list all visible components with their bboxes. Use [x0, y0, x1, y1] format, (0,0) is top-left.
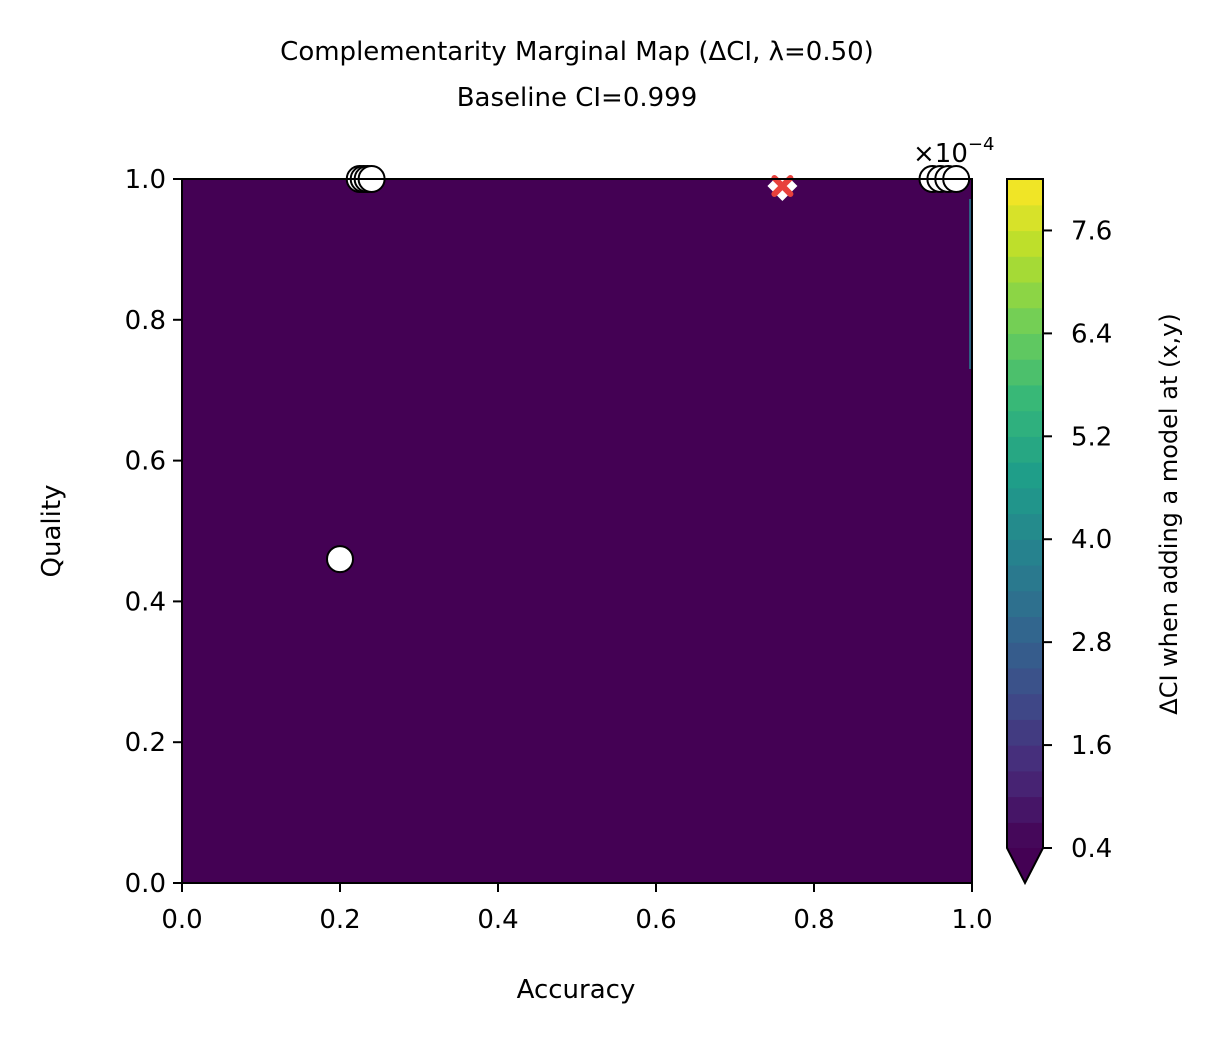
colorbar-extend-triangle [1007, 848, 1043, 883]
colorbar-band [1007, 770, 1043, 798]
colorbar-band [1007, 616, 1043, 643]
colorbar-band [1007, 359, 1043, 386]
colorbar-band [1007, 333, 1043, 360]
plot-frame [181, 178, 973, 884]
x-tick-label: 0.6 [635, 905, 676, 935]
colorbar-label: ΔCI when adding a model at (x,y) [1155, 313, 1183, 714]
y-tick-label: 0.6 [125, 447, 166, 477]
y-axis-label: Quality [37, 485, 67, 578]
colorbar-frame [1006, 178, 1044, 886]
colorbar-band [1007, 513, 1043, 540]
colorbar-band [1007, 487, 1043, 515]
colorbar-tick-label: 1.6 [1071, 731, 1112, 761]
colorbar-band [1007, 822, 1043, 849]
colorbar-scale-exponent: −4 [968, 134, 995, 155]
x-axis-label: Accuracy [517, 975, 636, 1005]
y-tick-label: 0.4 [125, 587, 166, 617]
x-tick-label: 1.0 [951, 905, 992, 935]
colorbar-scale-base: ×10 [913, 139, 968, 169]
colorbar: 0.4 1.6 2.8 4.0 5.2 6.4 7.6 [1006, 178, 1112, 886]
heatmap-field [182, 179, 972, 883]
colorbar-band [1007, 745, 1043, 772]
y-tick-label: 0.8 [125, 306, 166, 336]
colorbar-tick-label: 0.4 [1071, 834, 1112, 864]
chart-subtitle: Baseline CI=0.999 [457, 83, 698, 113]
colorbar-band [1007, 796, 1043, 823]
colorbar-band [1007, 564, 1043, 592]
y-tick-label: 0.2 [125, 728, 166, 758]
colorbar-band [1007, 436, 1043, 463]
plot-area [181, 165, 973, 884]
colorbar-tick-label: 7.6 [1071, 216, 1112, 246]
colorbar-scale-label: ×10−4 [913, 134, 994, 169]
colorbar-tick-label: 6.4 [1071, 319, 1112, 349]
colorbar-band [1007, 667, 1043, 695]
colorbar-tick-label: 4.0 [1071, 525, 1112, 555]
best-marker-cross [771, 175, 794, 198]
colorbar-tick-label: 2.8 [1071, 628, 1112, 658]
x-tick-label: 0.2 [319, 905, 360, 935]
colorbar-band [1007, 539, 1043, 566]
colorbar-band [1007, 410, 1043, 437]
heatmap-edge-band [969, 199, 972, 369]
colorbar-tick-label: 5.2 [1071, 422, 1112, 452]
colorbar-band [1007, 384, 1043, 412]
colorbar-band [1007, 179, 1043, 206]
y-tick-label: 1.0 [125, 165, 166, 195]
y-tick-label: 0.0 [125, 869, 166, 899]
colorbar-band [1007, 281, 1043, 309]
x-tick-label: 0.8 [793, 905, 834, 935]
colorbar-band [1007, 204, 1043, 232]
x-axis: 0.0 0.2 0.4 0.6 0.8 1.0 [161, 883, 993, 935]
colorbar-band [1007, 719, 1043, 746]
x-tick-label: 0.4 [477, 905, 518, 935]
colorbar-band [1007, 462, 1043, 489]
colorbar-band [1007, 590, 1043, 618]
model-point [326, 545, 354, 574]
colorbar-band [1007, 642, 1043, 669]
y-axis: 0.0 0.2 0.4 0.6 0.8 1.0 [125, 165, 182, 899]
colorbar-band [1007, 693, 1043, 720]
x-tick-label: 0.0 [161, 905, 202, 935]
colorbar-band [1007, 307, 1043, 334]
colorbar-band [1007, 230, 1043, 257]
chart-title: Complementarity Marginal Map (ΔCI, λ=0.5… [280, 37, 874, 67]
colorbar-band [1007, 256, 1043, 283]
